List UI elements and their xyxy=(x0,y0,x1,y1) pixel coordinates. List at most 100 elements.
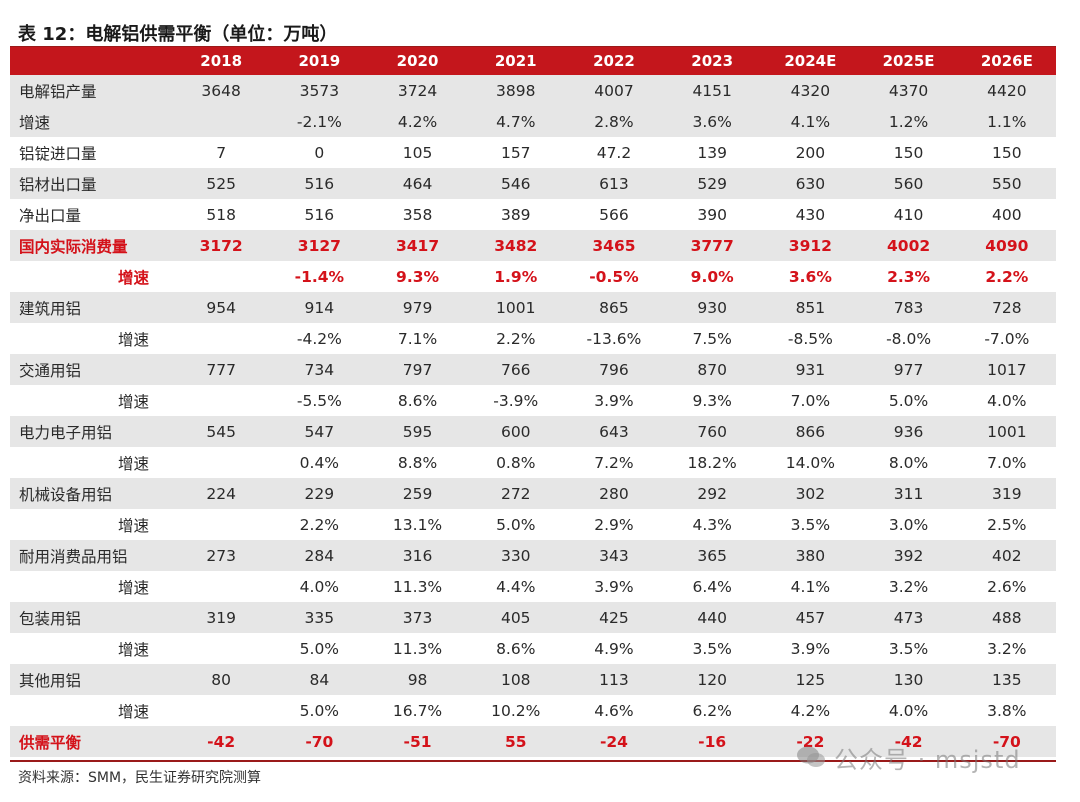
value-cell: 546 xyxy=(466,168,565,199)
value-cell: 284 xyxy=(270,540,369,571)
value-cell: -0.5% xyxy=(589,267,639,286)
value-cell: 272 xyxy=(466,478,565,509)
row-label: 增速 xyxy=(118,516,150,535)
value-cell: 3.8% xyxy=(987,701,1027,720)
value-cell: 319 xyxy=(957,478,1056,509)
table-title: 表 12：电解铝供需平衡（单位：万吨） xyxy=(18,24,338,45)
value-cell: -2.1% xyxy=(270,106,369,137)
value-cell: 5.0% xyxy=(496,515,536,534)
value-cell: -24 xyxy=(564,726,664,757)
value-cell: 224 xyxy=(172,478,271,509)
table-row: 供需平衡 -42 -70 -51 55 -24 -16 -22 -42 -70 xyxy=(10,726,1056,757)
value-cell: 518 xyxy=(206,205,236,224)
value-cell: 389 xyxy=(500,205,531,224)
value-cell: 316 xyxy=(368,540,467,571)
value-cell: 4.9% xyxy=(594,639,634,658)
value-cell: 84 xyxy=(270,664,369,695)
value-cell: 4151 xyxy=(663,75,762,106)
row-label: 供需平衡 xyxy=(10,726,173,757)
value-cell: 760 xyxy=(663,416,762,447)
value-cell: 979 xyxy=(368,292,467,323)
value-cell: 0 xyxy=(314,143,325,162)
value-cell: 47.2 xyxy=(596,143,632,162)
value-cell: 3777 xyxy=(663,230,762,261)
value-cell xyxy=(172,571,270,602)
value-cell: 80 xyxy=(172,664,271,695)
table-row: 增速 5.0% 16.7% 10.2% 4.6% 6.2% 4.2% 4.0% 3.8% xyxy=(10,695,1056,726)
value-cell: 545 xyxy=(172,416,271,447)
table-row: 国内实际消费量 3172 3127 3417 3482 3465 3777 3912 4002 4… xyxy=(10,230,1056,261)
value-cell: 280 xyxy=(564,478,664,509)
table-row: 其他用铝 80 84 98 108 113 120 125 130 135 xyxy=(10,664,1056,695)
value-cell: 200 xyxy=(795,143,826,162)
value-cell xyxy=(172,106,271,137)
value-cell: 3127 xyxy=(270,230,369,261)
row-label: 增速 xyxy=(118,640,150,659)
value-cell: -5.5% xyxy=(296,391,342,410)
value-cell: 488 xyxy=(957,602,1056,633)
value-cell: 365 xyxy=(663,540,762,571)
value-cell xyxy=(172,323,270,354)
value-cell: 392 xyxy=(859,540,958,571)
value-cell: 2.5% xyxy=(987,515,1027,534)
value-cell: 1.2% xyxy=(859,106,958,137)
value-cell: 0.4% xyxy=(299,453,340,472)
value-cell: 473 xyxy=(859,602,958,633)
value-cell: 728 xyxy=(957,292,1056,323)
value-cell: 380 xyxy=(761,540,860,571)
value-cell: 1001 xyxy=(957,416,1056,447)
row-label: 建筑用铝 xyxy=(10,292,173,323)
value-cell: 7.5% xyxy=(692,329,732,348)
row-label: 机械设备用铝 xyxy=(10,478,173,509)
row-label: 净出口量 xyxy=(19,206,82,225)
table-row: 增速 -4.2% 7.1% 2.2% -13.6% 7.5% -8.5% -8.0% -7.0% xyxy=(10,323,1056,354)
row-label: 铝材出口量 xyxy=(10,168,173,199)
value-cell: 3417 xyxy=(368,230,467,261)
value-cell: 343 xyxy=(564,540,664,571)
value-cell: 150 xyxy=(992,143,1022,162)
row-label: 增速 xyxy=(10,106,173,137)
year-header-2023: 2023 xyxy=(663,47,762,75)
value-cell: 600 xyxy=(466,416,565,447)
value-cell: 373 xyxy=(368,602,467,633)
value-cell: 954 xyxy=(172,292,271,323)
value-cell: 425 xyxy=(564,602,664,633)
source-note: 资料来源：SMM，民生证券研究院测算 xyxy=(18,770,262,786)
value-cell: 157 xyxy=(500,143,531,162)
value-cell: 4.2% xyxy=(790,701,831,720)
watermark: 公众号 · msjstd xyxy=(796,739,1021,775)
row-label: 增速 xyxy=(118,578,150,597)
table-row: 铝材出口量 525 516 464 546 613 529 630 560 550 xyxy=(10,168,1056,199)
value-cell: 55 xyxy=(466,726,565,757)
value-cell: 311 xyxy=(859,478,958,509)
value-cell: 525 xyxy=(172,168,271,199)
value-cell: 930 xyxy=(663,292,762,323)
value-cell: 130 xyxy=(859,664,958,695)
row-label: 耐用消费品用铝 xyxy=(10,540,173,571)
value-cell: -70 xyxy=(957,726,1056,757)
value-cell: 7.1% xyxy=(397,329,438,348)
value-cell: 643 xyxy=(564,416,664,447)
value-cell: 259 xyxy=(368,478,467,509)
value-cell: 5.0% xyxy=(888,391,929,410)
value-cell: 8.6% xyxy=(397,391,438,410)
value-cell: -7.0% xyxy=(984,329,1030,348)
value-cell: 11.3% xyxy=(392,639,443,658)
value-cell: 4002 xyxy=(859,230,958,261)
table-row: 增速 -5.5% 8.6% -3.9% 3.9% 9.3% 7.0% 5.0% 4.0% xyxy=(10,385,1056,416)
value-cell: 865 xyxy=(564,292,664,323)
header-row: 2018 2019 2020 2021 2022 2023 2024E 2025… xyxy=(10,47,1056,75)
year-header-2021: 2021 xyxy=(466,47,565,75)
row-label: 其他用铝 xyxy=(10,664,173,695)
value-cell: 292 xyxy=(663,478,762,509)
value-cell: 8.6% xyxy=(496,639,536,658)
table-row: 耐用消费品用铝 273 284 316 330 343 365 380 392 402 xyxy=(10,540,1056,571)
value-cell: 330 xyxy=(466,540,565,571)
value-cell: 120 xyxy=(663,664,762,695)
value-cell: 3.6% xyxy=(788,267,832,286)
value-cell: 4.1% xyxy=(761,106,860,137)
row-label: 电力电子用铝 xyxy=(10,416,173,447)
table-row: 机械设备用铝 224 229 259 272 280 292 302 311 319 xyxy=(10,478,1056,509)
value-cell: 430 xyxy=(795,205,826,224)
table-row: 电力电子用铝 545 547 595 600 643 760 866 936 1001 xyxy=(10,416,1056,447)
